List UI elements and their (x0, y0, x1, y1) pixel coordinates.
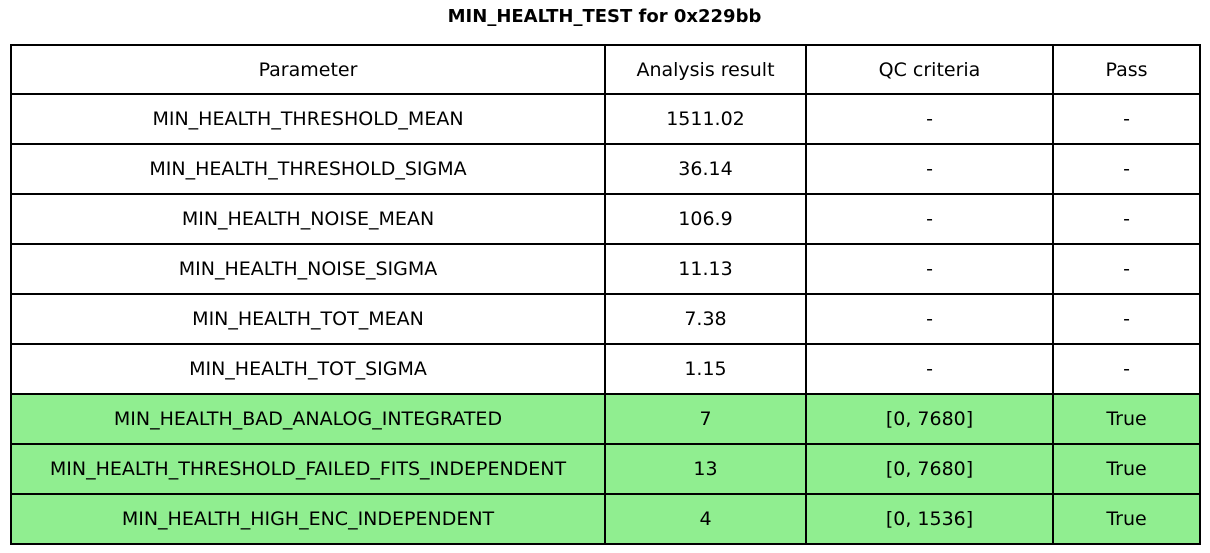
table-row: MIN_HEALTH_BAD_ANALOG_INTEGRATED 7 [0, 7… (10, 393, 1201, 445)
cell-analysis-result: 7 (604, 393, 807, 445)
cell-qc-criteria: - (805, 193, 1054, 245)
cell-parameter: MIN_HEALTH_BAD_ANALOG_INTEGRATED (10, 393, 606, 445)
cell-pass: - (1052, 343, 1201, 395)
cell-qc-criteria: - (805, 143, 1054, 195)
cell-parameter: MIN_HEALTH_HIGH_ENC_INDEPENDENT (10, 493, 606, 545)
column-header-parameter: Parameter (10, 44, 606, 95)
cell-pass: - (1052, 193, 1201, 245)
table-header: Parameter Analysis result QC criteria Pa… (10, 44, 1201, 95)
cell-qc-criteria: - (805, 243, 1054, 295)
table-row: MIN_HEALTH_NOISE_SIGMA 11.13 - - (10, 243, 1201, 295)
table-row: MIN_HEALTH_TOT_SIGMA 1.15 - - (10, 343, 1201, 395)
cell-analysis-result: 11.13 (604, 243, 807, 295)
cell-pass: - (1052, 143, 1201, 195)
table-row: MIN_HEALTH_TOT_MEAN 7.38 - - (10, 293, 1201, 345)
cell-qc-criteria: [0, 1536] (805, 493, 1054, 545)
cell-pass: True (1052, 443, 1201, 495)
table-row: MIN_HEALTH_THRESHOLD_MEAN 1511.02 - - (10, 93, 1201, 145)
cell-parameter: MIN_HEALTH_THRESHOLD_MEAN (10, 93, 606, 145)
cell-qc-criteria: - (805, 293, 1054, 345)
cell-analysis-result: 1511.02 (604, 93, 807, 145)
cell-parameter: MIN_HEALTH_TOT_SIGMA (10, 343, 606, 395)
cell-qc-criteria: - (805, 93, 1054, 145)
cell-parameter: MIN_HEALTH_NOISE_SIGMA (10, 243, 606, 295)
table-row: MIN_HEALTH_NOISE_MEAN 106.9 - - (10, 193, 1201, 245)
cell-qc-criteria: [0, 7680] (805, 443, 1054, 495)
table-row: MIN_HEALTH_HIGH_ENC_INDEPENDENT 4 [0, 15… (10, 493, 1201, 545)
column-header-qc-criteria: QC criteria (805, 44, 1054, 95)
cell-parameter: MIN_HEALTH_THRESHOLD_FAILED_FITS_INDEPEN… (10, 443, 606, 495)
chart-title: MIN_HEALTH_TEST for 0x229bb (447, 6, 762, 27)
cell-pass: - (1052, 93, 1201, 145)
cell-pass: - (1052, 243, 1201, 295)
cell-qc-criteria: [0, 7680] (805, 393, 1054, 445)
cell-qc-criteria: - (805, 343, 1054, 395)
cell-parameter: MIN_HEALTH_THRESHOLD_SIGMA (10, 143, 606, 195)
column-header-analysis-result: Analysis result (604, 44, 807, 95)
cell-pass: True (1052, 493, 1201, 545)
cell-pass: - (1052, 293, 1201, 345)
cell-analysis-result: 4 (604, 493, 807, 545)
table-row: MIN_HEALTH_THRESHOLD_FAILED_FITS_INDEPEN… (10, 443, 1201, 495)
column-header-pass: Pass (1052, 44, 1201, 95)
cell-pass: True (1052, 393, 1201, 445)
cell-analysis-result: 7.38 (604, 293, 807, 345)
cell-analysis-result: 106.9 (604, 193, 807, 245)
table-row: MIN_HEALTH_THRESHOLD_SIGMA 36.14 - - (10, 143, 1201, 195)
cell-parameter: MIN_HEALTH_TOT_MEAN (10, 293, 606, 345)
table-body: MIN_HEALTH_THRESHOLD_MEAN 1511.02 - - MI… (10, 93, 1201, 545)
cell-analysis-result: 13 (604, 443, 807, 495)
header-row: Parameter Analysis result QC criteria Pa… (10, 44, 1201, 95)
qc-table: Parameter Analysis result QC criteria Pa… (10, 44, 1201, 545)
cell-analysis-result: 1.15 (604, 343, 807, 395)
cell-parameter: MIN_HEALTH_NOISE_MEAN (10, 193, 606, 245)
cell-analysis-result: 36.14 (604, 143, 807, 195)
